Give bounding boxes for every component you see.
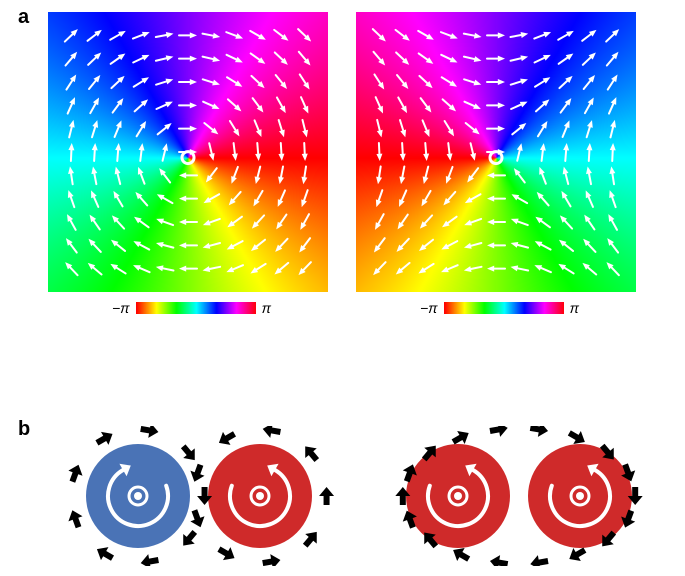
colorbar-left-min-label: −π — [112, 300, 130, 316]
disk-pair-right — [380, 426, 660, 566]
colorbar-right: −π π — [420, 300, 579, 316]
colorbar-right-gradient — [444, 302, 564, 314]
colorbar-right-max-label: π — [570, 300, 579, 316]
panel-label-b: b — [18, 418, 30, 441]
colorbar-left-gradient — [136, 302, 256, 314]
colorbar-left-max-label: π — [262, 300, 271, 316]
disk-pair-left — [60, 426, 340, 566]
colorbar-left: −π π — [112, 300, 271, 316]
panel-label-a: a — [18, 6, 29, 29]
vortex-field-right — [356, 12, 636, 292]
vortex-field-left — [48, 12, 328, 292]
colorbar-right-min-label: −π — [420, 300, 438, 316]
